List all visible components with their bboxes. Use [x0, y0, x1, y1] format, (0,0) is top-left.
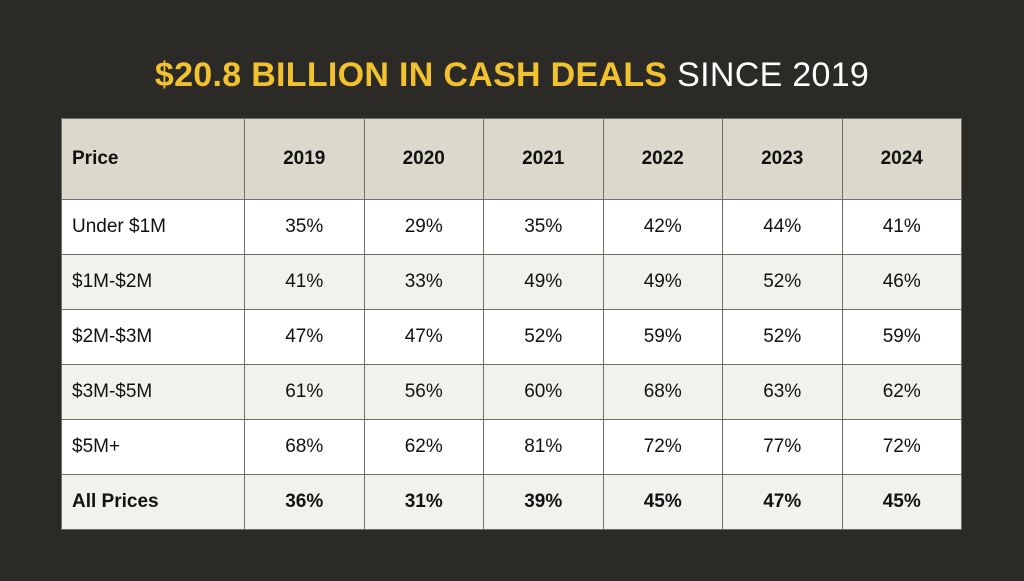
row-label: $1M-$2M	[61, 254, 245, 310]
table-cell: 52%	[722, 309, 843, 365]
table-cell: 36%	[244, 474, 365, 530]
table-cell: 31%	[363, 474, 484, 530]
title-rest: SINCE 2019	[677, 56, 870, 94]
table-cell: 29%	[363, 199, 484, 255]
table-cell: 39%	[483, 474, 604, 530]
table-cell: 47%	[363, 309, 484, 365]
table-cell: 56%	[363, 364, 484, 420]
table-row: $3M-$5M 61% 56% 60% 68% 63% 62%	[61, 364, 962, 420]
row-label: $5M+	[61, 419, 245, 475]
column-header: 2022	[602, 118, 723, 200]
title-highlight: $20.8 BILLION IN CASH DEALS	[154, 56, 668, 94]
table-cell: 49%	[602, 254, 723, 310]
table-cell: 41%	[244, 254, 365, 310]
table-cell: 42%	[602, 199, 723, 255]
table-cell: 62%	[363, 419, 484, 475]
cash-deals-table: Price 2019 2020 2021 2022 2023 2024 Unde…	[61, 118, 962, 530]
table-cell: 62%	[841, 364, 962, 420]
table-cell: 41%	[841, 199, 962, 255]
table-cell: 60%	[483, 364, 604, 420]
table-cell: 44%	[722, 199, 843, 255]
table-cell: 35%	[483, 199, 604, 255]
table-cell: 33%	[363, 254, 484, 310]
table-cell: 45%	[841, 474, 962, 530]
table-cell: 77%	[722, 419, 843, 475]
column-header: Price	[61, 118, 245, 200]
table-cell: 72%	[602, 419, 723, 475]
table-cell: 63%	[722, 364, 843, 420]
table-row: $1M-$2M 41% 33% 49% 49% 52% 46%	[61, 254, 962, 310]
row-label: Under $1M	[61, 199, 245, 255]
table-cell: 72%	[841, 419, 962, 475]
table-cell: 52%	[483, 309, 604, 365]
page-title: $20.8 BILLION IN CASH DEALS SINCE 2019	[0, 54, 1024, 96]
table-cell: 81%	[483, 419, 604, 475]
table-cell: 35%	[244, 199, 365, 255]
table-cell: 47%	[722, 474, 843, 530]
table-row: $2M-$3M 47% 47% 52% 59% 52% 59%	[61, 309, 962, 365]
table-cell: 46%	[841, 254, 962, 310]
column-header: 2024	[841, 118, 962, 200]
column-header: 2023	[722, 118, 843, 200]
table-row: Under $1M 35% 29% 35% 42% 44% 41%	[61, 199, 962, 255]
table-row: $5M+ 68% 62% 81% 72% 77% 72%	[61, 419, 962, 475]
table-cell: 45%	[602, 474, 723, 530]
table-cell: 47%	[244, 309, 365, 365]
table-cell: 61%	[244, 364, 365, 420]
column-header: 2019	[244, 118, 365, 200]
table-cell: 49%	[483, 254, 604, 310]
row-label: All Prices	[61, 474, 245, 530]
table-cell: 68%	[244, 419, 365, 475]
table-cell: 52%	[722, 254, 843, 310]
column-header: 2020	[363, 118, 484, 200]
table-cell: 68%	[602, 364, 723, 420]
row-label: $3M-$5M	[61, 364, 245, 420]
table-total-row: All Prices 36% 31% 39% 45% 47% 45%	[61, 474, 962, 530]
table-header-row: Price 2019 2020 2021 2022 2023 2024	[61, 118, 962, 200]
table-cell: 59%	[602, 309, 723, 365]
column-header: 2021	[483, 118, 604, 200]
table-cell: 59%	[841, 309, 962, 365]
row-label: $2M-$3M	[61, 309, 245, 365]
